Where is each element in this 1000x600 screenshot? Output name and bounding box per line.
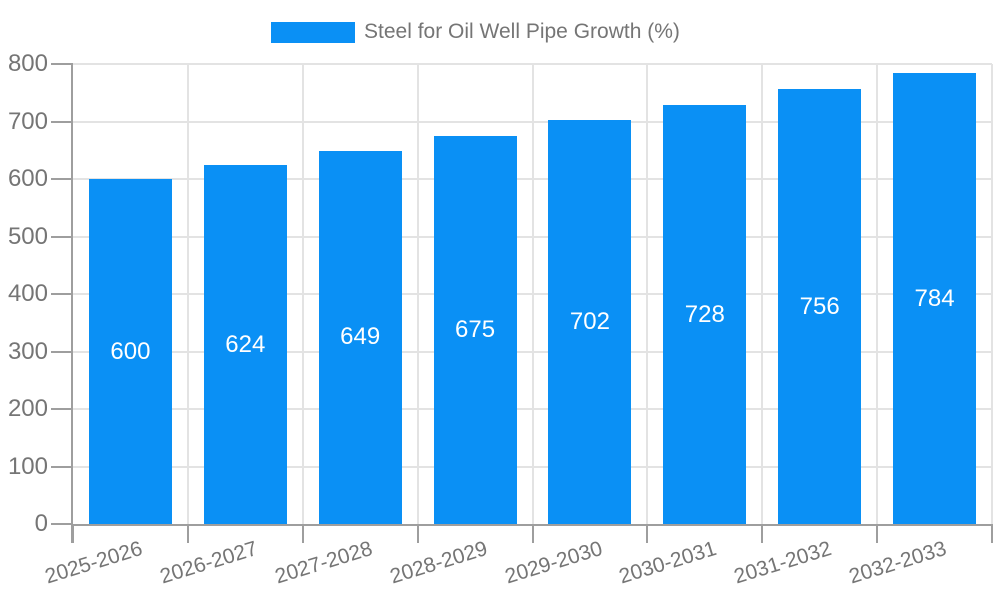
x-axis-tick	[531, 524, 534, 543]
bar[interactable]	[548, 120, 632, 524]
y-axis-tick	[51, 63, 73, 65]
bar-value-label: 675	[455, 315, 496, 343]
x-axis-tick	[301, 524, 304, 543]
y-axis-tick	[51, 178, 73, 180]
y-tick-label: 700	[7, 107, 48, 135]
x-tick-label: 2027-2028	[272, 537, 375, 589]
vertical-gridline	[186, 64, 189, 524]
y-axis-tick	[51, 408, 73, 410]
x-axis-tick	[646, 524, 649, 543]
y-tick-label: 400	[7, 280, 48, 307]
bar[interactable]	[778, 89, 862, 524]
x-tick-label: 2030-2031	[616, 537, 720, 589]
y-axis-tick	[51, 235, 73, 238]
y-tick-label: 200	[7, 395, 48, 422]
vertical-gridline	[646, 64, 649, 524]
legend: Steel for Oil Well Pipe Growth (%)	[0, 0, 1000, 55]
x-axis-tick	[876, 524, 879, 543]
vertical-gridline	[531, 64, 534, 524]
x-tick-label: 2031-2032	[731, 537, 835, 589]
x-tick-label: 2029-2030	[501, 537, 605, 589]
y-axis-tick	[51, 120, 73, 123]
vertical-gridline	[416, 64, 419, 524]
y-axis-tick	[51, 293, 73, 295]
bar[interactable]	[893, 73, 977, 524]
bar[interactable]	[203, 165, 287, 524]
x-axis	[71, 524, 992, 526]
bar-value-label: 702	[569, 308, 610, 336]
y-axis	[71, 64, 73, 543]
x-axis-tick	[186, 524, 189, 543]
bar[interactable]	[433, 135, 517, 524]
x-axis-tick	[991, 524, 993, 543]
vertical-gridline	[301, 64, 304, 524]
y-tick-label: 100	[7, 452, 48, 480]
legend-swatch-icon[interactable]	[271, 22, 355, 43]
y-axis-tick	[51, 350, 73, 353]
y-axis-tick	[51, 523, 73, 525]
bar-value-label: 600	[110, 337, 151, 365]
y-tick-label: 0	[34, 510, 48, 537]
legend-label[interactable]: Steel for Oil Well Pipe Growth (%)	[364, 20, 680, 43]
x-tick-label: 2028-2029	[387, 537, 490, 589]
bar-value-label: 756	[799, 292, 840, 320]
y-tick-label: 500	[7, 222, 48, 250]
x-axis-tick	[72, 524, 74, 543]
x-tick-label: 2026-2027	[157, 537, 261, 589]
vertical-gridline	[991, 64, 993, 524]
bar-value-label: 624	[225, 330, 266, 358]
vertical-gridline	[761, 64, 764, 524]
y-axis-tick	[51, 465, 73, 468]
x-tick-label: 2025-2026	[42, 537, 146, 589]
bar[interactable]	[318, 150, 402, 524]
bar[interactable]	[663, 105, 747, 524]
bar-value-label: 728	[684, 300, 725, 328]
x-tick-label: 2032-2033	[846, 537, 950, 589]
y-tick-label: 300	[7, 337, 48, 365]
bar-value-label: 649	[340, 323, 381, 351]
bar-value-label: 784	[914, 284, 955, 312]
y-tick-label: 800	[7, 50, 48, 77]
vertical-gridline	[876, 64, 879, 524]
bar[interactable]	[88, 179, 172, 524]
y-tick-label: 600	[7, 165, 48, 192]
x-axis-tick	[416, 524, 419, 543]
x-axis-tick	[761, 524, 764, 543]
